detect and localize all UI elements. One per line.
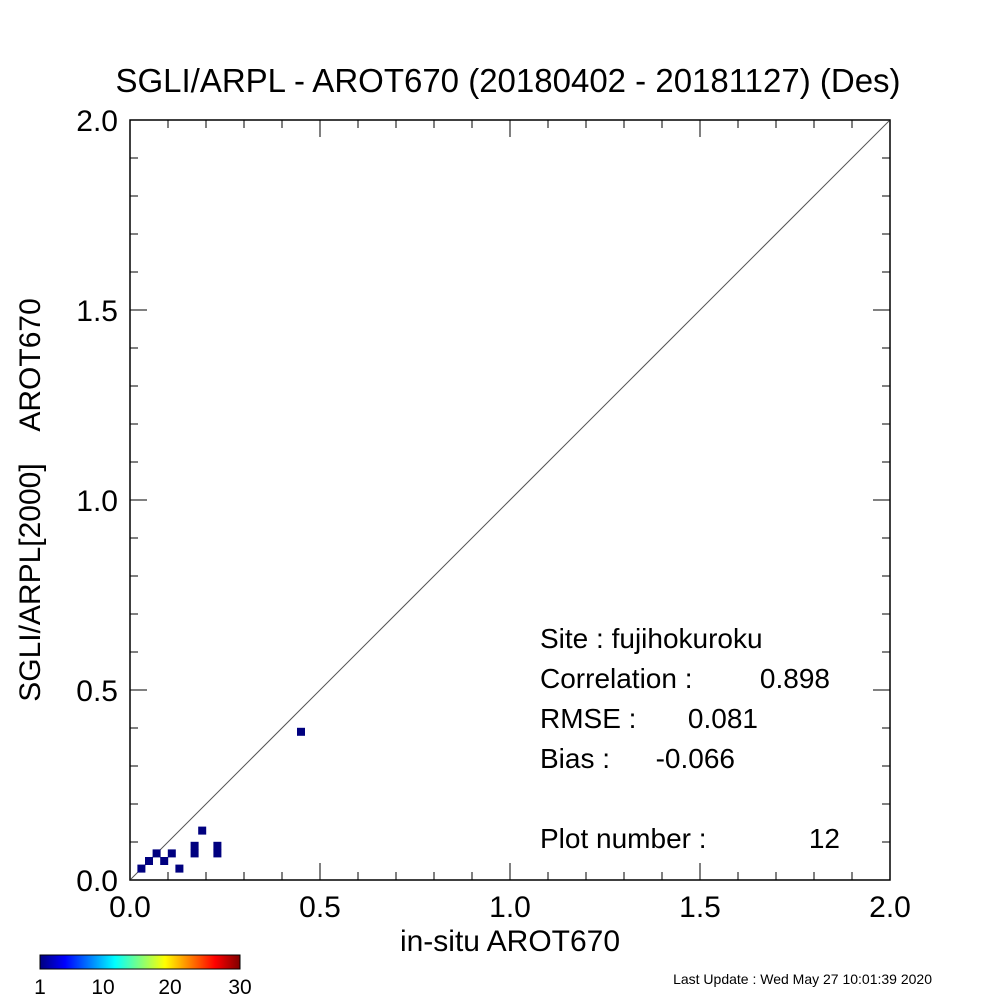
data-point [213, 849, 222, 858]
data-point [160, 857, 169, 865]
minor-ticks [130, 120, 890, 880]
data-points [137, 727, 305, 873]
data-point [167, 849, 176, 858]
stat-plot-number-label: Plot number : [540, 823, 707, 854]
y-tick-label: 1.5 [76, 295, 118, 328]
stat-bias-label: Bias : [540, 743, 610, 774]
data-point [175, 864, 184, 873]
colorbar-labels: 1 10 20 30 [34, 976, 252, 999]
data-point [152, 849, 161, 858]
x-tick-label: 0.0 [109, 891, 151, 924]
y-tick-label: 2.0 [76, 105, 118, 138]
x-tick-label: 0.5 [299, 891, 341, 924]
stat-rmse-label: RMSE : [540, 703, 636, 734]
colorbar-label: 1 [34, 976, 46, 999]
stat-rmse-value: 0.081 [688, 703, 758, 734]
colorbar-gradient [39, 954, 241, 970]
major-ticks [129, 119, 891, 881]
plot-area [129, 119, 891, 881]
data-point [198, 826, 207, 835]
stat-correlation-value: 0.898 [760, 663, 830, 694]
stat-bias-value: -0.066 [656, 743, 735, 774]
chart-title: SGLI/ARPL - AROT670 (20180402 - 20181127… [115, 62, 900, 99]
y-axis-title: SGLI/ARPL[2000] AROT670 [14, 298, 47, 702]
y-tick-label: 1.0 [76, 485, 118, 518]
data-point [190, 841, 199, 850]
x-tick-label: 1.5 [679, 891, 721, 924]
data-point [145, 857, 153, 865]
stat-site: Site : fujihokuroku [540, 623, 763, 654]
y-tick-label: 0.5 [76, 675, 118, 708]
x-axis-title: in-situ AROT670 [400, 925, 620, 958]
x-tick-label: 1.0 [489, 891, 531, 924]
colorbar-label: 30 [228, 976, 251, 999]
colorbar: 1 10 20 30 [34, 954, 252, 999]
last-update-text: Last Update : Wed May 27 10:01:39 2020 [673, 971, 932, 987]
data-point [137, 864, 146, 873]
stats-box: Site : fujihokuroku Correlation : 0.898 … [540, 623, 840, 854]
one-to-one-line [129, 119, 891, 881]
data-point [213, 841, 222, 850]
x-tick-labels: 0.0 0.5 1.0 1.5 2.0 [109, 891, 911, 924]
x-tick-label: 2.0 [869, 891, 911, 924]
data-point [297, 727, 305, 736]
data-point [190, 849, 199, 858]
y-tick-labels: 0.0 0.5 1.0 1.5 2.0 [76, 105, 118, 898]
stat-plot-number-value: 12 [809, 823, 840, 854]
colorbar-label: 20 [158, 976, 181, 999]
stat-correlation-label: Correlation : [540, 663, 693, 694]
colorbar-label: 10 [91, 976, 114, 999]
y-tick-label: 0.0 [76, 865, 118, 898]
